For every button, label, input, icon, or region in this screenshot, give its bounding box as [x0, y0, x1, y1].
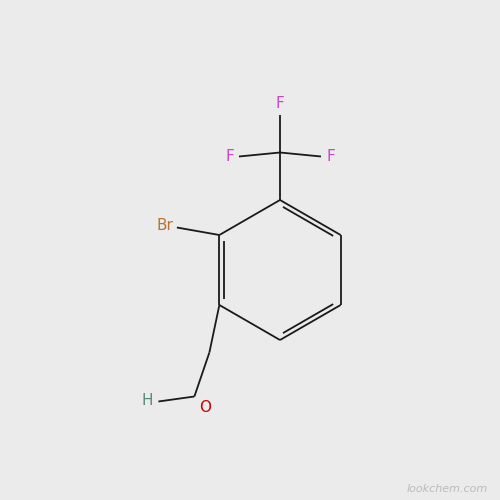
Text: lookchem.com: lookchem.com — [406, 484, 487, 494]
Text: F: F — [326, 149, 335, 164]
Text: F: F — [225, 149, 234, 164]
Text: H: H — [142, 393, 154, 408]
Text: Br: Br — [156, 218, 173, 232]
Text: O: O — [200, 400, 211, 415]
Text: F: F — [276, 96, 284, 111]
